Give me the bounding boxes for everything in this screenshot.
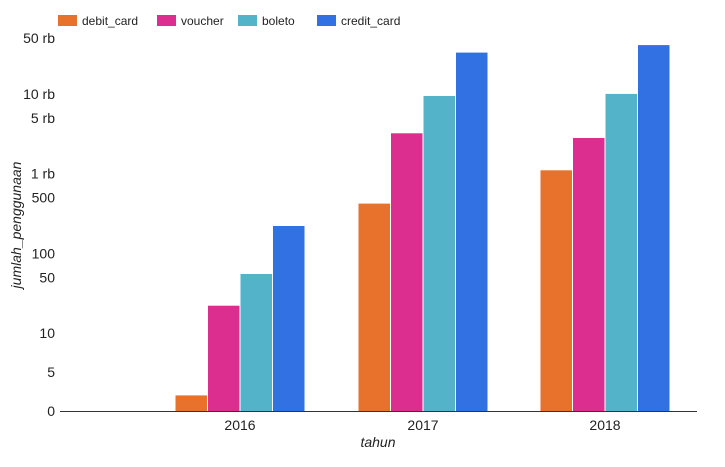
bar-boleto-2017 xyxy=(423,96,455,411)
y-tick-label: 10 rb xyxy=(23,86,55,102)
legend-item-debit_card[interactable]: debit_card xyxy=(58,14,138,28)
y-tick-label: 5 rb xyxy=(31,110,55,126)
x-tick-label: 2017 xyxy=(407,417,438,433)
bar-boleto-2016 xyxy=(240,274,272,411)
bar-voucher-2016 xyxy=(208,305,240,411)
bar-debit_card-2018 xyxy=(540,170,572,411)
x-tick-label: 2016 xyxy=(224,417,255,433)
legend-label: debit_card xyxy=(82,14,138,28)
bar-voucher-2017 xyxy=(391,133,423,412)
legend-label: credit_card xyxy=(341,14,400,28)
legend-item-boleto[interactable]: boleto xyxy=(238,14,295,28)
bar-debit_card-2016 xyxy=(175,395,207,411)
legend-swatch xyxy=(58,15,77,26)
bar-credit_card-2018 xyxy=(638,45,670,411)
bar-credit_card-2017 xyxy=(456,52,488,411)
bar-credit_card-2016 xyxy=(273,226,305,411)
y-axis: 0 5 10 50 100 500 1 rb 5 rb 10 rb 50 rb xyxy=(23,30,55,419)
y-tick-label: 50 rb xyxy=(23,30,55,46)
y-tick-label: 5 xyxy=(47,364,55,380)
legend-swatch xyxy=(317,15,336,26)
legend-item-voucher[interactable]: voucher xyxy=(157,14,224,28)
legend-swatch xyxy=(157,15,176,26)
y-axis-title: jumlah_penggunaan xyxy=(8,161,24,290)
y-tick-label: 0 xyxy=(47,403,55,419)
bar-voucher-2018 xyxy=(573,138,605,411)
x-axis: 2016 2017 2018 xyxy=(60,411,697,433)
y-tick-label: 10 xyxy=(39,325,55,341)
y-tick-label: 1 rb xyxy=(31,166,55,182)
y-tick-label: 50 xyxy=(39,269,55,285)
y-tick-label: 100 xyxy=(32,245,56,261)
chart-legend: debit_card voucher boleto credit_card xyxy=(58,14,400,28)
legend-label: voucher xyxy=(181,14,224,28)
legend-item-credit_card[interactable]: credit_card xyxy=(317,14,400,28)
legend-swatch xyxy=(238,15,257,26)
legend-label: boleto xyxy=(262,14,295,28)
y-tick-label: 500 xyxy=(32,190,56,206)
bar-debit_card-2017 xyxy=(358,203,390,411)
x-axis-title: tahun xyxy=(360,434,395,450)
x-tick-label: 2018 xyxy=(589,417,620,433)
bars xyxy=(175,45,670,412)
bar-boleto-2018 xyxy=(605,93,637,412)
